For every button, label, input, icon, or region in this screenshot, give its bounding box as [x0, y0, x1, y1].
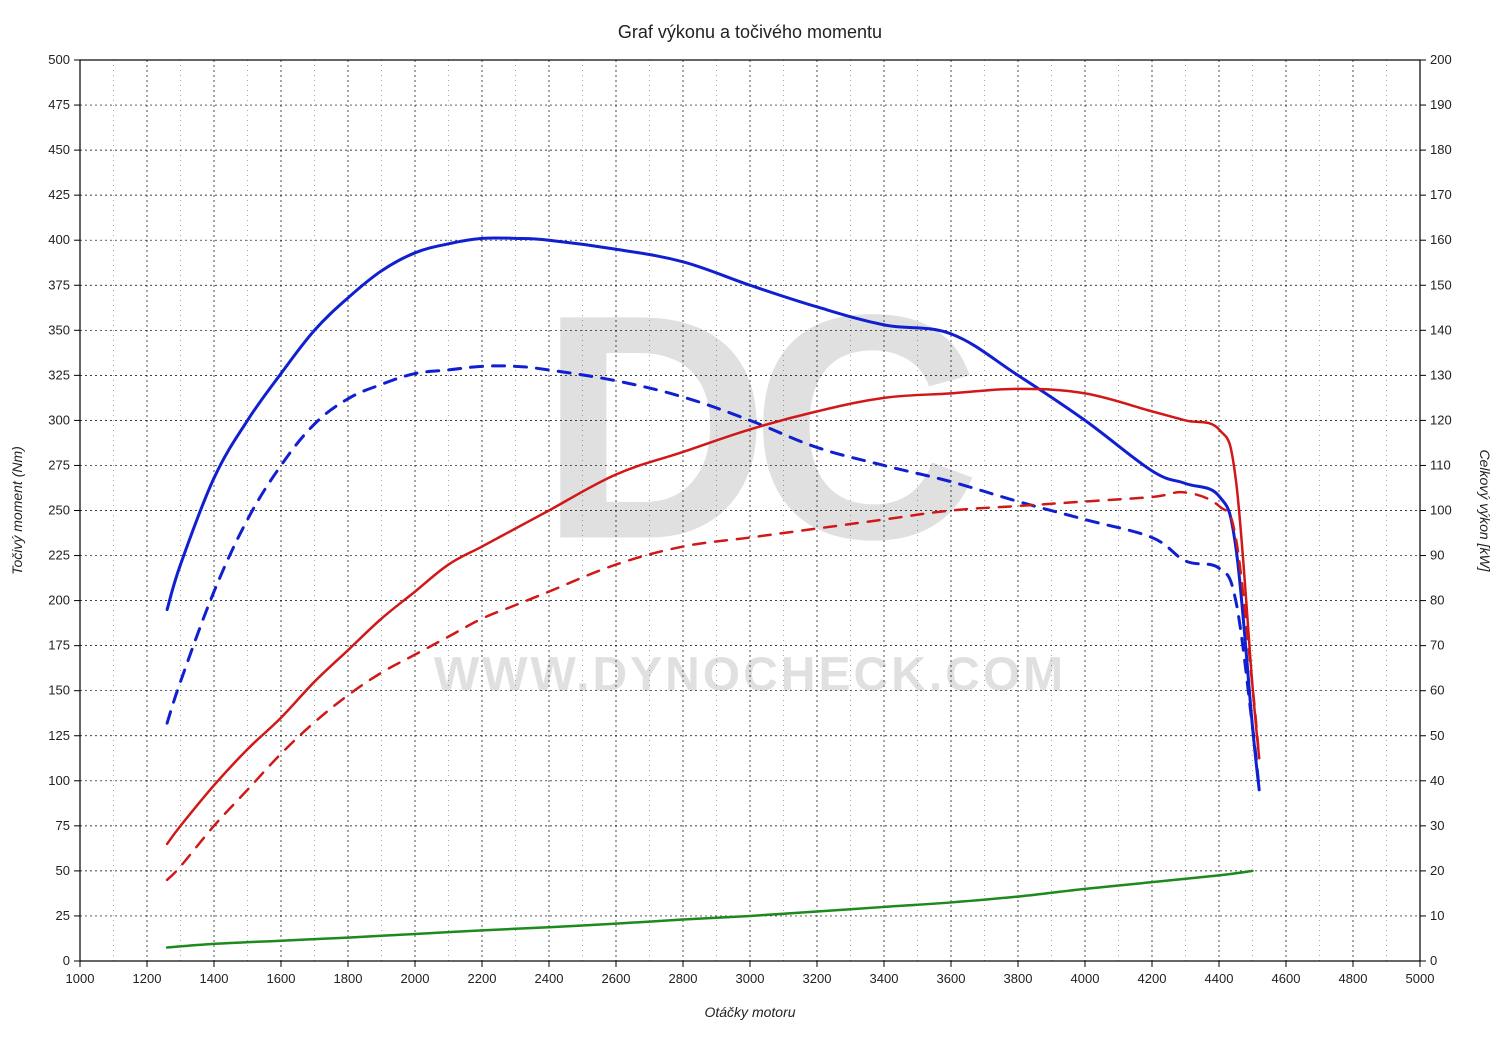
- svg-text:3000: 3000: [736, 971, 765, 986]
- svg-text:4000: 4000: [1071, 971, 1100, 986]
- svg-text:70: 70: [1430, 638, 1444, 653]
- svg-text:110: 110: [1430, 457, 1451, 472]
- svg-text:170: 170: [1430, 187, 1452, 202]
- svg-text:30: 30: [1430, 818, 1444, 833]
- svg-text:200: 200: [48, 593, 70, 608]
- svg-text:90: 90: [1430, 548, 1444, 563]
- svg-text:2000: 2000: [401, 971, 430, 986]
- svg-text:80: 80: [1430, 593, 1444, 608]
- svg-text:3800: 3800: [1004, 971, 1033, 986]
- svg-text:150: 150: [1430, 277, 1452, 292]
- svg-text:120: 120: [1430, 412, 1452, 427]
- svg-text:275: 275: [48, 457, 70, 472]
- svg-text:1400: 1400: [200, 971, 229, 986]
- svg-text:5000: 5000: [1406, 971, 1435, 986]
- chart-title: Graf výkonu a točivého momentu: [618, 22, 882, 42]
- svg-text:3600: 3600: [937, 971, 966, 986]
- svg-text:50: 50: [1430, 728, 1444, 743]
- svg-text:0: 0: [63, 953, 70, 968]
- svg-text:2400: 2400: [535, 971, 564, 986]
- svg-text:250: 250: [48, 503, 70, 518]
- svg-text:175: 175: [48, 638, 70, 653]
- svg-text:1200: 1200: [133, 971, 162, 986]
- svg-text:100: 100: [1430, 503, 1452, 518]
- svg-text:4200: 4200: [1138, 971, 1167, 986]
- svg-text:180: 180: [1430, 142, 1452, 157]
- svg-text:140: 140: [1430, 322, 1452, 337]
- svg-text:1000: 1000: [66, 971, 95, 986]
- x-axis-label: Otáčky motoru: [704, 1004, 795, 1020]
- chart-svg: DCWWW.DYNOCHECK.COM100012001400160018002…: [0, 0, 1500, 1041]
- svg-text:3200: 3200: [803, 971, 832, 986]
- y-right-label: Celkový výkon [kW]: [1477, 449, 1493, 572]
- svg-text:2200: 2200: [468, 971, 497, 986]
- svg-text:200: 200: [1430, 52, 1452, 67]
- svg-text:40: 40: [1430, 773, 1444, 788]
- grid: [80, 60, 1420, 961]
- svg-text:500: 500: [48, 52, 70, 67]
- svg-text:60: 60: [1430, 683, 1444, 698]
- svg-text:50: 50: [56, 863, 70, 878]
- svg-text:1600: 1600: [267, 971, 296, 986]
- svg-text:125: 125: [48, 728, 70, 743]
- svg-text:2800: 2800: [669, 971, 698, 986]
- svg-text:10: 10: [1430, 908, 1444, 923]
- svg-text:130: 130: [1430, 367, 1452, 382]
- svg-text:425: 425: [48, 187, 70, 202]
- svg-text:475: 475: [48, 97, 70, 112]
- svg-text:2600: 2600: [602, 971, 631, 986]
- svg-text:4400: 4400: [1205, 971, 1234, 986]
- svg-text:20: 20: [1430, 863, 1444, 878]
- y-left-label: Točivý moment (Nm): [9, 446, 25, 575]
- svg-text:3400: 3400: [870, 971, 899, 986]
- svg-text:325: 325: [48, 367, 70, 382]
- svg-text:100: 100: [48, 773, 70, 788]
- svg-text:225: 225: [48, 548, 70, 563]
- svg-text:4600: 4600: [1272, 971, 1301, 986]
- svg-text:190: 190: [1430, 97, 1452, 112]
- svg-text:300: 300: [48, 412, 70, 427]
- svg-text:75: 75: [56, 818, 70, 833]
- svg-text:150: 150: [48, 683, 70, 698]
- svg-text:0: 0: [1430, 953, 1437, 968]
- svg-text:450: 450: [48, 142, 70, 157]
- dyno-chart: DCWWW.DYNOCHECK.COM100012001400160018002…: [0, 0, 1500, 1041]
- svg-text:350: 350: [48, 322, 70, 337]
- svg-text:400: 400: [48, 232, 70, 247]
- svg-text:375: 375: [48, 277, 70, 292]
- svg-text:1800: 1800: [334, 971, 363, 986]
- svg-text:25: 25: [56, 908, 70, 923]
- svg-text:160: 160: [1430, 232, 1452, 247]
- svg-text:4800: 4800: [1339, 971, 1368, 986]
